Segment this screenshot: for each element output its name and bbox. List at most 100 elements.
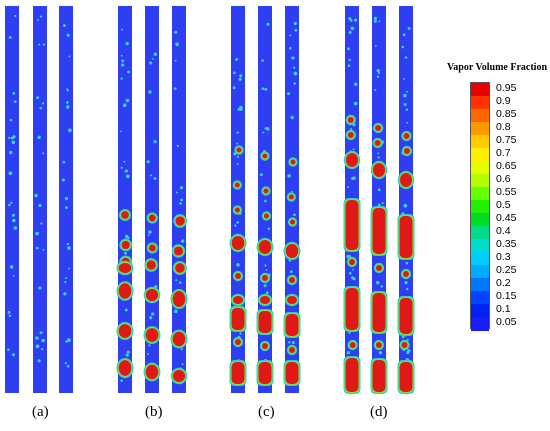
vapor-bubble — [172, 331, 186, 347]
nucleation-dot — [9, 118, 13, 122]
vapor-slug — [345, 200, 359, 250]
nucleation-dot — [65, 277, 67, 279]
nucleation-dot — [374, 45, 377, 47]
nucleation-dot — [13, 100, 17, 103]
nucleation-dot — [293, 71, 298, 76]
nucleation-dot — [42, 43, 46, 46]
legend-tick-label: 0.3 — [496, 251, 511, 263]
nucleation-dot — [264, 199, 267, 203]
nucleation-dot — [267, 227, 270, 231]
nucleation-dot — [406, 121, 409, 124]
nucleation-dot — [235, 57, 239, 61]
nucleation-dot — [14, 14, 17, 18]
vapor-bubble — [287, 296, 297, 304]
legend-swatch — [471, 304, 489, 318]
legend-tick-label: 0.55 — [496, 186, 517, 198]
nucleation-dot — [124, 308, 128, 312]
nucleation-dot — [42, 152, 45, 155]
legend-swatch — [471, 291, 489, 305]
nucleation-dot — [234, 224, 237, 227]
nucleation-dot — [239, 74, 243, 78]
vapor-slug — [258, 311, 272, 333]
nucleation-dot — [150, 174, 153, 177]
vapor-bubble — [376, 265, 382, 271]
legend-swatch — [471, 252, 489, 266]
panel-label-a: (a) — [32, 404, 49, 420]
nucleation-dot — [146, 352, 150, 356]
legend-color-bar — [470, 82, 490, 331]
vapor-bubble — [121, 211, 129, 219]
nucleation-dot — [12, 274, 15, 277]
nucleation-dot — [286, 92, 291, 96]
legend-tick-label: 0.95 — [496, 82, 517, 94]
nucleation-dot — [148, 344, 151, 347]
legend-swatch — [471, 187, 489, 201]
nucleation-dot — [125, 353, 129, 357]
vapor-bubble — [262, 343, 268, 349]
nucleation-dot — [64, 362, 67, 365]
nucleation-dot — [63, 292, 67, 296]
nucleation-dot — [11, 353, 16, 357]
nucleation-dot — [232, 86, 236, 90]
nucleation-dot — [148, 230, 152, 234]
nucleation-dot — [236, 155, 240, 158]
panel-label-b: (b) — [145, 404, 163, 420]
vapor-bubble — [175, 263, 185, 273]
nucleation-dot — [291, 190, 293, 193]
nucleation-dot — [287, 174, 291, 178]
nucleation-dot — [347, 64, 351, 68]
nucleation-dot — [35, 336, 39, 340]
nucleation-dot — [149, 61, 153, 65]
vapor-bubble — [285, 244, 299, 258]
legend-tick-label: 0.8 — [496, 121, 511, 133]
nucleation-dot — [66, 33, 70, 37]
nucleation-dot — [120, 77, 123, 80]
legend-tick-label: 0.25 — [496, 264, 517, 276]
nucleation-dot — [238, 77, 242, 82]
nucleation-dot — [37, 18, 39, 21]
nucleation-dot — [120, 54, 123, 57]
nucleation-dot — [124, 169, 129, 173]
vapor-slug — [231, 308, 245, 330]
nucleation-dot — [402, 77, 405, 80]
vapor-slug — [231, 362, 245, 384]
nucleation-dot — [179, 202, 182, 205]
nucleation-dot — [37, 359, 41, 363]
vapor-bubble — [349, 342, 356, 348]
legend-tick-label: 0.05 — [496, 316, 517, 328]
vapor-bubble — [172, 291, 186, 307]
nucleation-dot — [376, 75, 380, 78]
nucleation-dot — [180, 198, 183, 202]
nucleation-dot — [373, 19, 377, 23]
vapor-bubble — [403, 133, 410, 139]
nucleation-dot — [8, 314, 12, 318]
nucleation-dot — [62, 160, 66, 164]
legend-swatch — [471, 278, 489, 292]
nucleation-dot — [405, 108, 409, 111]
panel-label-d: (d) — [370, 404, 388, 420]
legend-tick-label: 0.6 — [496, 173, 511, 185]
nucleation-dot — [294, 28, 298, 32]
vapor-bubble — [373, 163, 385, 177]
nucleation-dot — [37, 135, 41, 140]
nucleation-dot — [353, 101, 358, 106]
nucleation-dot — [62, 24, 66, 27]
nucleation-dot — [181, 363, 184, 366]
nucleation-dot — [10, 201, 13, 204]
nucleation-dot — [127, 236, 130, 240]
nucleation-dot — [146, 160, 150, 164]
vapor-bubble — [349, 259, 355, 265]
nucleation-dot — [401, 45, 405, 49]
nucleation-dot — [125, 41, 129, 46]
vapor-bubble — [118, 283, 132, 299]
nucleation-dot — [176, 144, 179, 148]
nucleation-dot — [350, 276, 355, 280]
nucleation-dot — [39, 15, 43, 18]
nucleation-dot — [12, 91, 16, 95]
nucleation-dot — [65, 101, 69, 104]
nucleation-dot — [264, 87, 268, 91]
nucleation-dot — [353, 82, 358, 87]
tube-column — [372, 6, 386, 393]
vapor-bubble — [118, 360, 132, 376]
nucleation-dot — [406, 338, 409, 341]
